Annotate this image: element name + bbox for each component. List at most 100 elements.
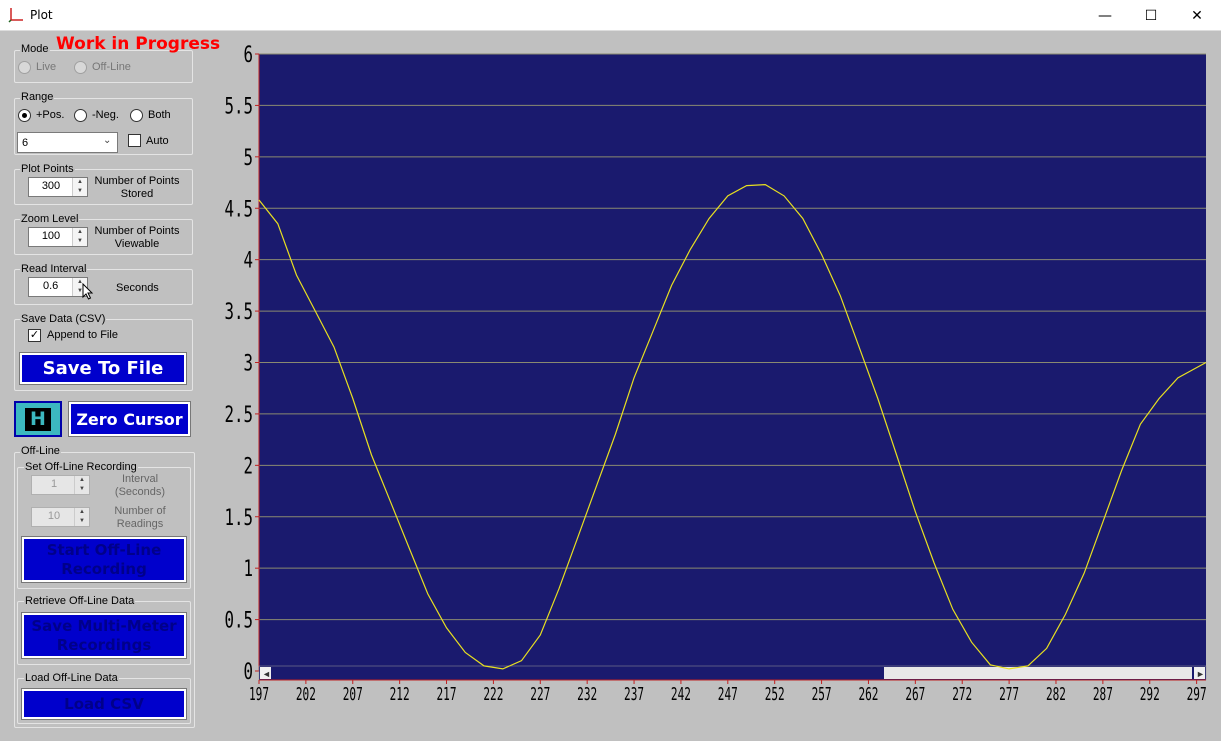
scroll-right-button: [1194, 667, 1205, 679]
start-offline-recording-button[interactable]: Start Off-Line Recording: [21, 536, 187, 583]
y-tick-label: 3.5: [225, 300, 254, 325]
mode-live-radio[interactable]: [18, 61, 31, 74]
spin-down-icon[interactable]: ▼: [77, 238, 83, 244]
plot-points-label: Plot Points: [20, 163, 75, 175]
y-tick-label: 0: [244, 660, 254, 685]
x-tick-label: 222: [483, 684, 503, 705]
load-csv-button[interactable]: Load CSV: [21, 688, 187, 720]
x-tick-label: 237: [624, 684, 644, 705]
wip-label: Work in Progress: [56, 34, 221, 54]
zoom-input[interactable]: 100 ▲ ▼: [28, 227, 88, 247]
zoom-value: 100: [41, 230, 61, 242]
minimize-button[interactable]: —: [1098, 7, 1112, 24]
maximize-button[interactable]: ☐: [1144, 7, 1158, 24]
x-tick-label: 197: [249, 684, 269, 705]
window-title: Plot: [30, 8, 53, 22]
x-tick-label: 297: [1187, 684, 1207, 705]
mouse-cursor-icon: [82, 283, 94, 300]
spinner-arrows[interactable]: ▲ ▼: [74, 508, 89, 526]
y-tick-label: 6: [244, 43, 254, 68]
offline-readings-value: 10: [47, 510, 61, 522]
save-multimeter-recordings-button[interactable]: Save Multi-Meter Recordings: [21, 612, 187, 659]
range-pos-radio[interactable]: [18, 109, 31, 122]
plot-app-icon: [8, 8, 23, 23]
range-select[interactable]: 6 ⌄: [17, 132, 118, 153]
zoom-group: [14, 219, 193, 255]
range-group: [14, 98, 193, 155]
y-tick-label: 4.5: [225, 197, 254, 222]
offline-interval-label: Interval (Seconds): [114, 473, 166, 498]
x-tick-label: 292: [1140, 684, 1160, 705]
save-to-file-button[interactable]: Save To File: [19, 352, 187, 385]
y-tick-label: 0.5: [225, 609, 254, 634]
hold-button[interactable]: H: [14, 401, 62, 437]
scroll-left-icon: ◄: [262, 669, 271, 679]
close-button[interactable]: ✕: [1191, 7, 1203, 24]
zero-cursor-button[interactable]: Zero Cursor: [68, 401, 191, 437]
offline-interval-value: 1: [50, 478, 58, 490]
x-tick-label: 252: [765, 684, 785, 705]
spin-down-icon[interactable]: ▼: [79, 518, 85, 524]
mode-offline-label: Off-Line: [92, 61, 131, 73]
auto-label: Auto: [146, 135, 169, 147]
x-tick-label: 207: [343, 684, 363, 705]
mode-live-label: Live: [36, 61, 57, 73]
range-label: Range: [20, 91, 55, 103]
y-tick-label: 5: [244, 146, 254, 171]
spin-up-icon[interactable]: ▲: [79, 477, 85, 483]
auto-checkbox[interactable]: [128, 134, 141, 147]
y-tick-label: 3: [244, 352, 254, 377]
x-tick-label: 257: [812, 684, 832, 705]
x-tick-label: 202: [296, 684, 316, 705]
y-tick-label: 2: [244, 454, 254, 479]
read-interval-label: Read Interval: [20, 263, 88, 275]
range-select-value: 6: [22, 137, 29, 149]
zoom-label: Zoom Level: [20, 213, 80, 225]
load-offline-label: Load Off-Line Data: [24, 672, 119, 684]
spin-down-icon[interactable]: ▼: [79, 486, 85, 492]
plot-points-group: [14, 169, 193, 205]
x-tick-label: 287: [1093, 684, 1113, 705]
spinner-arrows[interactable]: ▲ ▼: [72, 228, 87, 246]
spinner-arrows[interactable]: ▲ ▼: [72, 178, 87, 196]
plot-points-input[interactable]: 300 ▲ ▼: [28, 177, 88, 197]
title-bar: Plot — ☐ ✕: [0, 0, 1221, 31]
spin-up-icon[interactable]: ▲: [79, 509, 85, 515]
spin-up-icon[interactable]: ▲: [77, 179, 83, 185]
series-line: [258, 183, 1207, 670]
read-interval-group: [14, 269, 193, 305]
read-interval-input[interactable]: 0.6 ▲ ▼: [28, 277, 88, 297]
x-tick-label: 277: [999, 684, 1019, 705]
y-tick-label: 4: [244, 249, 254, 274]
plot-points-desc: Number of Points Stored: [94, 175, 180, 200]
x-tick-label: 282: [1046, 684, 1066, 705]
main-client-area: Mode Work in Progress Live Off-Line Rang…: [0, 31, 1221, 741]
hold-icon: H: [25, 408, 51, 431]
mode-group: [14, 50, 193, 83]
spin-up-icon[interactable]: ▲: [77, 279, 83, 285]
x-tick-label: 232: [577, 684, 597, 705]
spin-down-icon[interactable]: ▼: [77, 288, 83, 294]
x-tick-label: 247: [718, 684, 738, 705]
chevron-down-icon: ⌄: [103, 135, 112, 146]
spin-up-icon[interactable]: ▲: [77, 229, 83, 235]
plot-chart: 6 5.5 5 4.5 4 3.5 3 2.5 2 1.5 1 0.5 0 ◄ ► 197 202 207 212 2…: [225, 43, 1207, 705]
mode-label: Mode: [20, 43, 50, 55]
range-pos-label: +Pos.: [36, 109, 65, 121]
y-tick-label: 5.5: [225, 94, 254, 119]
range-neg-radio[interactable]: [74, 109, 87, 122]
read-interval-desc: Seconds: [116, 282, 159, 294]
offline-interval-input[interactable]: 1 ▲ ▼: [31, 475, 90, 495]
range-both-label: Both: [148, 109, 171, 121]
offline-readings-input[interactable]: 10 ▲ ▼: [31, 507, 90, 527]
set-offline-label: Set Off-Line Recording: [24, 461, 138, 473]
y-tick-label: 2.5: [225, 403, 254, 428]
x-tick-label: 212: [390, 684, 410, 705]
x-tick-label: 217: [437, 684, 457, 705]
spinner-arrows[interactable]: ▲ ▼: [74, 476, 89, 494]
append-checkbox[interactable]: ✓: [28, 329, 41, 342]
spin-down-icon[interactable]: ▼: [77, 188, 83, 194]
append-label: Append to File: [47, 329, 118, 341]
mode-offline-radio[interactable]: [74, 61, 87, 74]
range-both-radio[interactable]: [130, 109, 143, 122]
